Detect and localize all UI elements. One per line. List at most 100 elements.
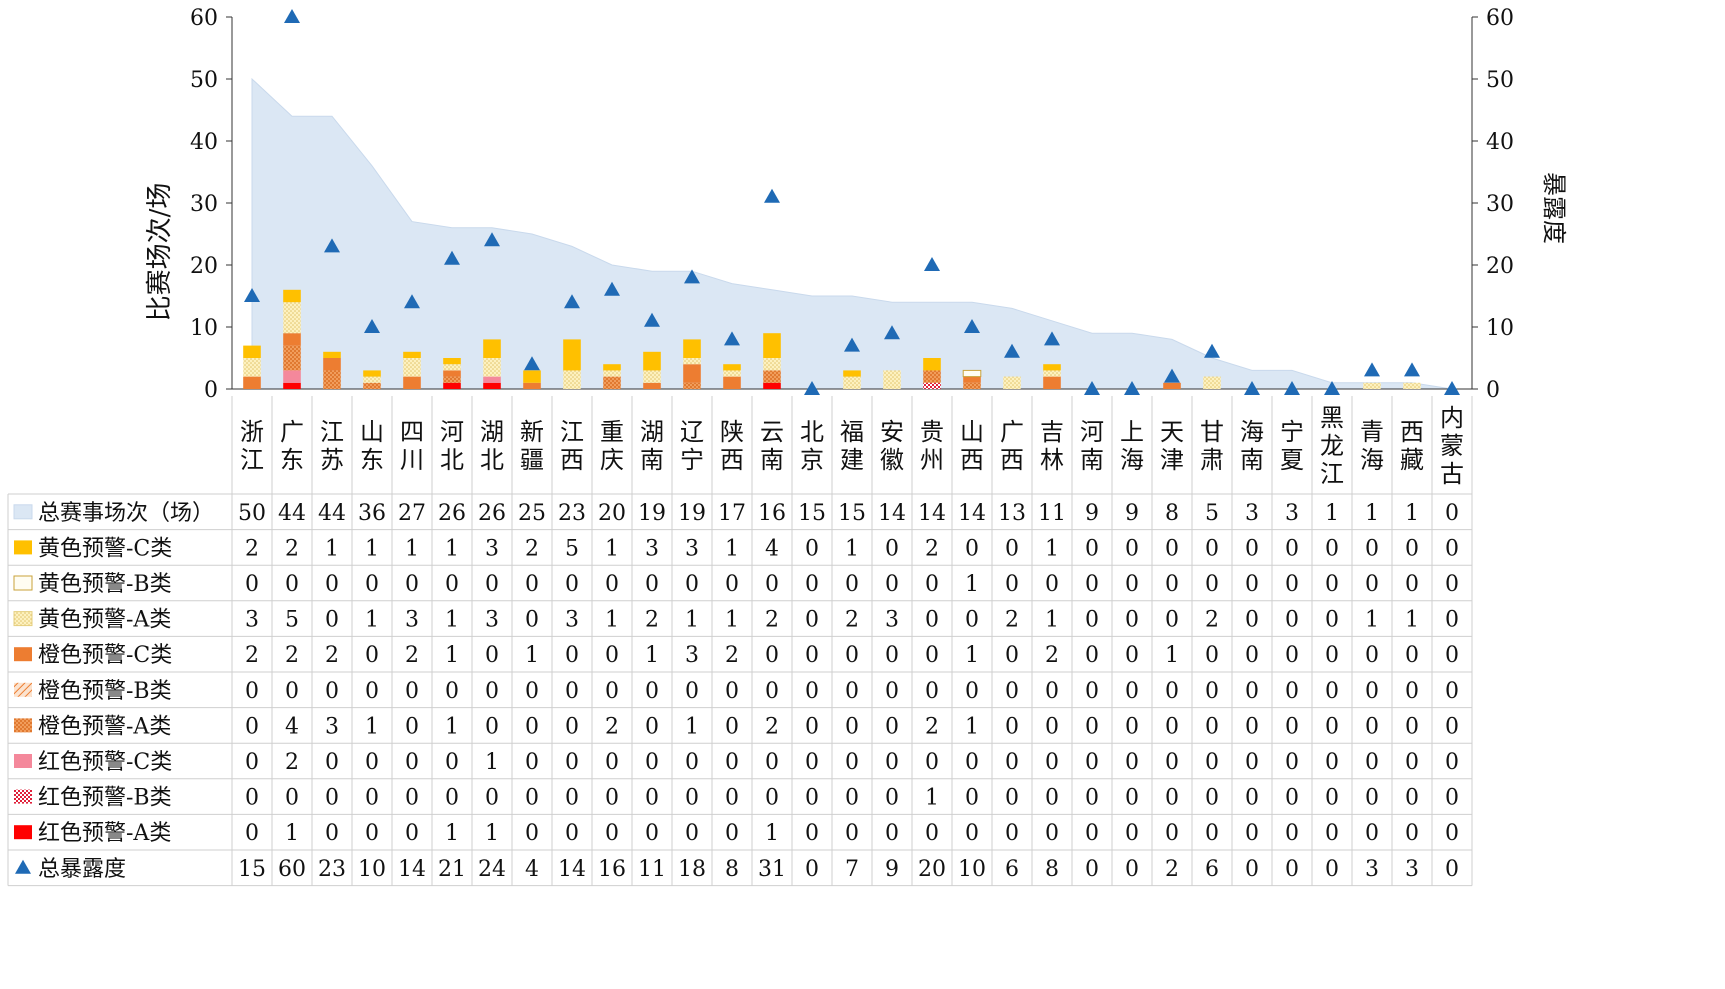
table-cell: 2 (285, 536, 299, 561)
table-cell: 2 (645, 608, 659, 633)
category-label: 江苏 (320, 418, 344, 474)
table-cell: 0 (1205, 572, 1219, 597)
table-cell: 10 (958, 857, 986, 882)
table-cell: 0 (1445, 501, 1459, 526)
table-cell: 0 (965, 786, 979, 811)
table-cell: 0 (685, 821, 699, 846)
table-cell: 0 (1245, 536, 1259, 561)
table-cell: 1 (845, 536, 859, 561)
table-cell: 0 (845, 750, 859, 775)
bar-segment (1363, 382, 1381, 389)
exposure-marker (284, 9, 300, 23)
table-cell: 0 (845, 643, 859, 668)
bar-segment (443, 376, 461, 383)
bar-segment (443, 364, 461, 371)
table-cell: 0 (685, 750, 699, 775)
table-cell: 3 (485, 608, 499, 633)
table-cell: 9 (1085, 501, 1099, 526)
table-cell: 0 (685, 679, 699, 704)
table-cell: 2 (765, 608, 779, 633)
table-cell: 11 (1038, 501, 1066, 526)
series-name: 黄色预警-B类 (38, 572, 172, 597)
table-cell: 15 (798, 501, 826, 526)
table-cell: 0 (965, 608, 979, 633)
table-cell: 0 (1205, 750, 1219, 775)
category-label: 天津 (1160, 418, 1184, 474)
bar-segment (523, 370, 541, 383)
table-cell: 0 (1125, 714, 1139, 739)
table-cell: 0 (1325, 572, 1339, 597)
table-cell: 20 (918, 857, 946, 882)
table-cell: 0 (445, 679, 459, 704)
table-cell: 0 (885, 786, 899, 811)
table-cell: 0 (1085, 536, 1099, 561)
table-cell: 3 (1405, 857, 1419, 882)
table-cell: 0 (605, 750, 619, 775)
table-cell: 0 (1245, 608, 1259, 633)
table-cell: 0 (1005, 750, 1019, 775)
table-cell: 0 (325, 608, 339, 633)
table-cell: 8 (725, 857, 739, 882)
bar-segment (363, 370, 381, 377)
category-label: 安徽 (880, 418, 904, 474)
table-cell: 0 (1125, 679, 1139, 704)
right-tick-label: 0 (1486, 378, 1500, 403)
table-cell: 0 (885, 821, 899, 846)
legend-key-bar (13, 611, 33, 627)
table-cell: 1 (1405, 608, 1419, 633)
table-cell: 16 (758, 501, 786, 526)
bar-segment (283, 370, 301, 383)
table-cell: 1 (445, 821, 459, 846)
table-cell: 0 (805, 679, 819, 704)
table-cell: 60 (278, 857, 306, 882)
bar-segment (1403, 382, 1421, 389)
table-cell: 0 (1165, 821, 1179, 846)
table-cell: 15 (238, 857, 266, 882)
table-cell: 9 (885, 857, 899, 882)
table-cell: 3 (645, 536, 659, 561)
table-cell: 0 (1165, 714, 1179, 739)
table-cell: 0 (685, 786, 699, 811)
bar-segment (443, 382, 461, 389)
table-cell: 0 (1045, 786, 1059, 811)
table-cell: 2 (765, 714, 779, 739)
bar-segment (1003, 376, 1021, 389)
table-cell: 5 (1205, 501, 1219, 526)
category-label: 云南 (760, 418, 784, 474)
exposure-marker (1124, 381, 1140, 395)
table-cell: 0 (1325, 643, 1339, 668)
table-cell: 2 (285, 750, 299, 775)
table-cell: 0 (1005, 786, 1019, 811)
category-label: 宁夏 (1280, 418, 1304, 474)
bar-segment (443, 370, 461, 377)
exposure-marker (924, 257, 940, 271)
exposure-marker (1324, 381, 1340, 395)
table-cell: 31 (758, 857, 786, 882)
bar-segment (683, 339, 701, 358)
table-cell: 0 (1285, 857, 1299, 882)
table-cell: 0 (1165, 572, 1179, 597)
bar-segment (643, 382, 661, 389)
table-cell: 0 (925, 821, 939, 846)
table-cell: 2 (245, 536, 259, 561)
category-label: 河南 (1080, 418, 1104, 474)
table-cell: 13 (998, 501, 1026, 526)
table-cell: 0 (1085, 572, 1099, 597)
table-cell: 0 (365, 750, 379, 775)
bar-segment (763, 358, 781, 371)
table-cell: 0 (445, 786, 459, 811)
bar-segment (1043, 376, 1061, 389)
table-cell: 1 (685, 714, 699, 739)
table-cell: 0 (405, 821, 419, 846)
table-cell: 0 (1165, 536, 1179, 561)
category-label: 重庆 (600, 418, 624, 474)
bar-segment (683, 358, 701, 365)
bar-segment (923, 358, 941, 371)
table-cell: 1 (445, 608, 459, 633)
table-cell: 0 (1285, 714, 1299, 739)
table-cell: 0 (325, 786, 339, 811)
series-name: 橙色预警-A类 (38, 714, 171, 739)
table-cell: 0 (1165, 679, 1179, 704)
table-cell: 8 (1165, 501, 1179, 526)
bar-segment (683, 364, 701, 383)
